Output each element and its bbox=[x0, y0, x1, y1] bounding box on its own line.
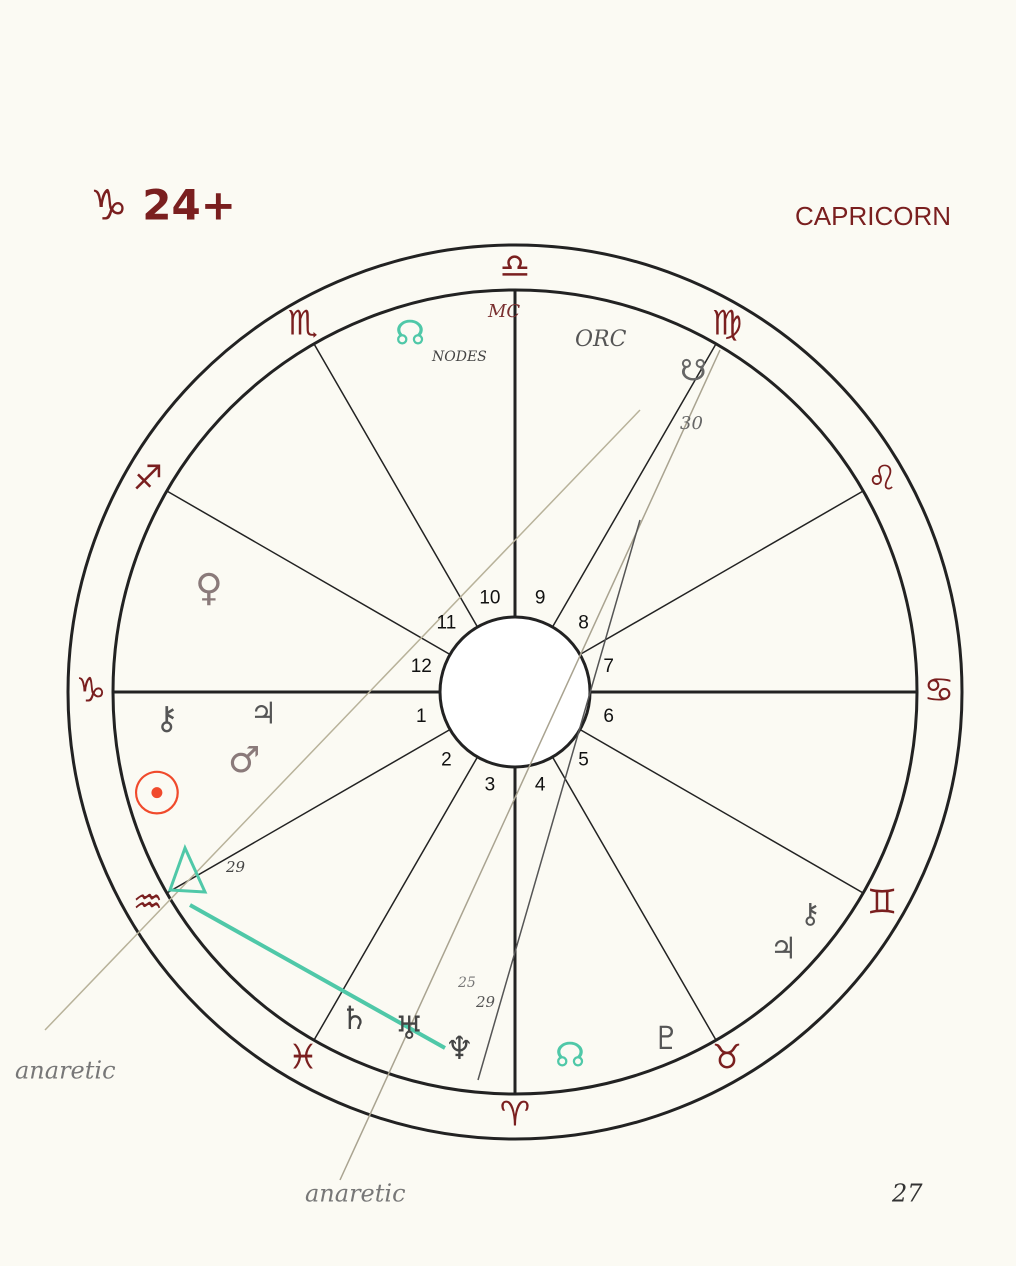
planet-glyph: ⚷ bbox=[800, 897, 821, 930]
house-number: 9 bbox=[535, 587, 546, 608]
planet-glyph: ☋ bbox=[680, 354, 707, 389]
handwritten-note: ORC bbox=[575, 327, 627, 352]
zodiac-sign: ♋ bbox=[924, 671, 954, 711]
handwritten-note: 27 bbox=[891, 1180, 923, 1208]
planet-glyph: ♅ bbox=[395, 1009, 424, 1047]
planet-glyph: ☊ bbox=[555, 1036, 585, 1076]
zodiac-sign: ♍ bbox=[712, 303, 742, 343]
planet-glyph: ⚷ bbox=[155, 699, 178, 737]
handwritten-note: 30 bbox=[680, 413, 703, 434]
house-number: 5 bbox=[578, 750, 589, 771]
right-note: CAPRICORN bbox=[795, 201, 951, 231]
house-number: 10 bbox=[479, 587, 500, 608]
house-number: 12 bbox=[411, 656, 432, 677]
planet-glyph: ☊ bbox=[395, 314, 425, 354]
zodiac-sign: ♊ bbox=[867, 883, 897, 923]
zodiac-sign: ♌ bbox=[867, 459, 897, 499]
left-note: ♑ 24+ bbox=[90, 181, 236, 230]
house-number: 7 bbox=[603, 656, 614, 677]
house-number: 4 bbox=[535, 775, 546, 796]
house-number: 8 bbox=[578, 612, 589, 633]
handwritten-note: 25 bbox=[457, 975, 476, 991]
planet-glyph: ☉ bbox=[130, 760, 184, 830]
zodiac-sign: ♓ bbox=[288, 1038, 318, 1078]
handwritten-note: NODES bbox=[431, 349, 487, 365]
zodiac-sign: ♈ bbox=[500, 1095, 530, 1135]
planet-glyph: ♂ bbox=[228, 740, 260, 781]
planet-glyph: ♃ bbox=[770, 932, 797, 967]
zodiac-sign: ♉ bbox=[712, 1038, 742, 1078]
house-number: 6 bbox=[603, 706, 614, 727]
planet-glyph: ♇ bbox=[652, 1019, 681, 1057]
handwritten-note: anaretic bbox=[305, 1180, 406, 1208]
zodiac-sign: ♏ bbox=[288, 303, 318, 343]
handwritten-note: 29 bbox=[475, 993, 496, 1011]
zodiac-sign: ♎ bbox=[500, 247, 530, 287]
handwritten-note: 29 bbox=[225, 858, 246, 876]
zodiac-sign: ♐ bbox=[133, 459, 163, 499]
handwritten-note: anaretic bbox=[15, 1057, 116, 1085]
inner-ring bbox=[440, 617, 590, 767]
house-number: 3 bbox=[485, 775, 496, 796]
planet-glyph: ♆ bbox=[445, 1029, 474, 1067]
house-number: 1 bbox=[416, 706, 427, 727]
handwritten-note: MC bbox=[487, 301, 520, 322]
planet-glyph: ♀ bbox=[195, 566, 223, 610]
zodiac-sign: ♒ bbox=[133, 883, 163, 923]
house-number: 11 bbox=[437, 612, 457, 633]
zodiac-sign: ♑ bbox=[76, 671, 106, 711]
house-number: 2 bbox=[441, 750, 452, 771]
planet-glyph: ♃ bbox=[250, 697, 277, 732]
planet-glyph: ♄ bbox=[340, 999, 369, 1037]
chart-page: ♑ 24+CAPRICORN♑♐♏♎♍♌♋♊♉♈♓♒12345678910111… bbox=[0, 0, 1016, 1266]
